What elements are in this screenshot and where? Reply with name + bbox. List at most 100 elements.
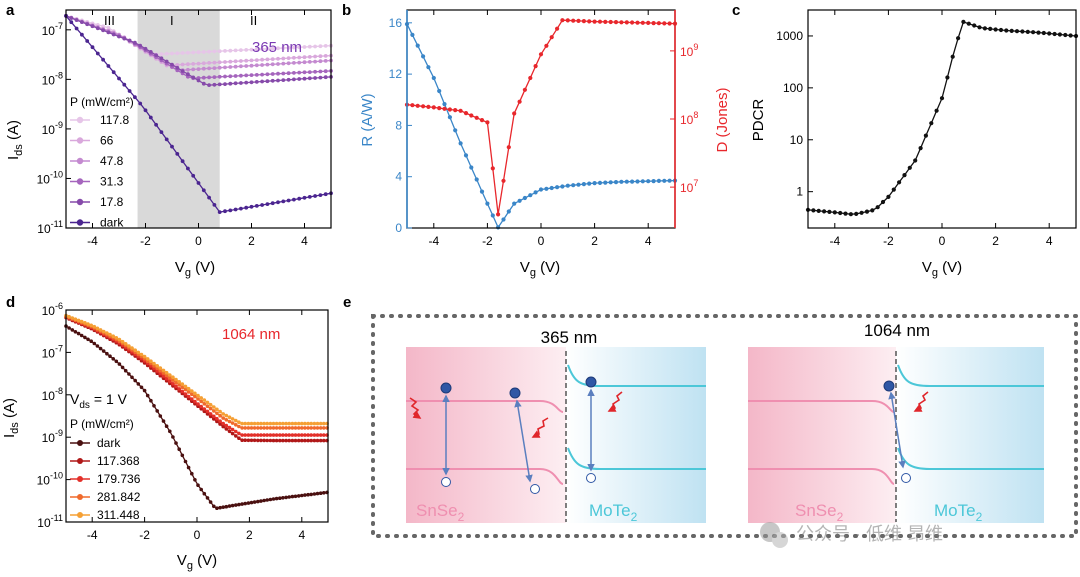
legend-marker xyxy=(77,440,83,446)
legend-label: 281.842 xyxy=(97,490,141,504)
data-point xyxy=(832,210,837,215)
data-point xyxy=(278,426,282,430)
data-point xyxy=(90,24,95,29)
data-point xyxy=(244,58,249,63)
data-point xyxy=(918,146,923,151)
mote2-valence-band-left xyxy=(567,447,706,470)
panel-b-label: b xyxy=(342,2,351,19)
panel-b-axes: -4 -2 0 2 4 0 4 8 12 16 107 108 109 xyxy=(389,10,698,248)
data-point xyxy=(224,504,229,509)
data-point xyxy=(208,406,213,411)
data-point xyxy=(667,21,672,26)
data-point xyxy=(122,36,127,41)
data-point xyxy=(442,102,447,107)
data-point xyxy=(239,206,243,211)
legend-marker xyxy=(77,512,83,518)
data-point xyxy=(145,357,150,361)
data-point xyxy=(240,433,244,437)
legend-marker xyxy=(76,178,84,185)
data-point xyxy=(201,75,206,80)
data-point xyxy=(177,383,181,387)
data-point xyxy=(108,354,112,359)
data-point xyxy=(300,421,304,426)
data-point xyxy=(431,75,436,81)
data-point xyxy=(234,418,238,423)
data-point xyxy=(624,20,629,25)
data-point xyxy=(506,209,511,214)
data-point xyxy=(300,493,304,498)
data-point xyxy=(274,496,279,501)
y-tick-label: 1 xyxy=(796,185,803,199)
data-point xyxy=(249,63,254,68)
data-point xyxy=(270,57,275,61)
data-point xyxy=(174,377,178,382)
data-point xyxy=(180,389,185,394)
data-point xyxy=(217,49,222,54)
data-point xyxy=(662,21,667,26)
data-point xyxy=(239,48,243,52)
data-point xyxy=(230,427,235,432)
data-point xyxy=(171,435,175,439)
data-point xyxy=(265,438,270,443)
data-point xyxy=(913,158,918,163)
data-point xyxy=(205,404,210,409)
data-point xyxy=(323,69,328,74)
data-point xyxy=(281,56,286,61)
data-point xyxy=(127,372,131,376)
data-point xyxy=(286,77,291,82)
y-tick-label: 10-6 xyxy=(42,301,63,318)
data-point xyxy=(811,208,816,213)
data-point xyxy=(281,433,285,437)
data-point xyxy=(158,414,163,418)
data-point xyxy=(233,207,238,212)
data-point xyxy=(70,316,75,320)
x-tick-label: 0 xyxy=(194,528,201,542)
data-point xyxy=(271,497,276,501)
data-point xyxy=(255,499,260,504)
data-point xyxy=(306,492,310,497)
data-point xyxy=(79,319,84,324)
data-point xyxy=(415,43,420,48)
data-point xyxy=(249,426,254,430)
data-point xyxy=(249,438,254,443)
data-point xyxy=(318,193,323,198)
data-point xyxy=(221,416,225,420)
data-point xyxy=(212,60,217,65)
data-point xyxy=(313,54,317,59)
data-point xyxy=(447,107,452,112)
data-point xyxy=(244,48,249,52)
x-tick-label: 4 xyxy=(645,234,652,248)
data-point xyxy=(318,491,323,496)
data-point xyxy=(138,101,143,106)
data-point xyxy=(180,69,185,73)
x-tick-label: -4 xyxy=(428,234,439,248)
data-point xyxy=(302,45,307,49)
data-point xyxy=(265,72,270,77)
data-point xyxy=(286,56,291,60)
data-point xyxy=(136,350,141,355)
panel-b: b -4 -2 0 2 4 0 4 8 12 16 107 108 109 R (A/W) D (Jon… xyxy=(342,2,731,279)
x-tick-label: 2 xyxy=(246,528,253,542)
data-point xyxy=(106,25,111,30)
data-point xyxy=(1052,31,1057,37)
data-point xyxy=(255,438,260,443)
data-point xyxy=(127,38,132,43)
y-tick-label: 12 xyxy=(389,67,403,81)
data-point xyxy=(111,32,116,37)
data-point xyxy=(246,501,251,505)
data-point xyxy=(284,421,288,426)
data-point xyxy=(223,65,227,70)
data-point xyxy=(292,55,296,60)
panel-a-legend: 117.8 66 47.8 31.3 17.8 dark xyxy=(70,113,129,230)
data-point xyxy=(154,122,159,127)
data-point xyxy=(230,421,235,425)
data-point xyxy=(555,185,560,190)
data-point xyxy=(309,426,314,430)
data-point xyxy=(234,423,238,427)
data-point xyxy=(619,179,624,184)
data-point xyxy=(133,378,137,383)
data-point xyxy=(528,193,533,198)
data-point xyxy=(74,18,79,22)
data-point xyxy=(168,373,172,377)
data-point xyxy=(315,426,320,430)
